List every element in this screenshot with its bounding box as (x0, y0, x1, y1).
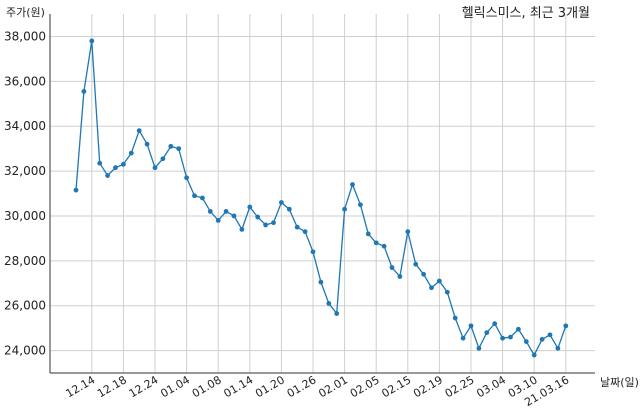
price-point (492, 321, 498, 327)
price-point (555, 345, 561, 351)
price-point (508, 334, 513, 340)
price-point (144, 141, 150, 147)
price-point (279, 200, 284, 205)
price-point (452, 315, 458, 321)
price-point (476, 345, 482, 351)
y-tick-label: 32,000 (4, 164, 46, 178)
price-point (176, 146, 182, 152)
x-tick-label: 02.15 (380, 373, 414, 400)
price-point (184, 175, 190, 181)
price-point (239, 227, 245, 232)
x-tick-label: 01.08 (190, 373, 224, 400)
price-point (105, 173, 110, 178)
price-point (405, 229, 411, 235)
price-point (547, 332, 553, 338)
x-tick-label: 12.24 (127, 373, 161, 400)
y-tick-label: 30,000 (4, 209, 46, 223)
price-point (113, 165, 118, 171)
price-point (286, 206, 292, 212)
y-tick-label: 38,000 (4, 29, 46, 43)
price-point (247, 204, 253, 210)
x-tick-label: 02.01 (316, 373, 350, 400)
price-point (381, 243, 387, 249)
price-point (365, 231, 371, 237)
price-point (255, 214, 261, 220)
price-point (271, 220, 276, 226)
price-point (468, 323, 474, 329)
x-tick-label: 12.14 (64, 373, 98, 400)
price-point (97, 160, 103, 166)
x-tick-label: 02.25 (443, 373, 477, 400)
price-point (128, 150, 134, 156)
price-points (73, 38, 569, 358)
price-point (318, 279, 324, 285)
price-point (223, 209, 229, 214)
price-point (81, 89, 87, 94)
y-tick-label: 24,000 (4, 344, 46, 358)
x-tick-label: 01.04 (158, 373, 192, 400)
price-point (200, 195, 205, 201)
price-series-line (75, 40, 567, 357)
price-point (413, 261, 419, 267)
price-point (539, 336, 545, 342)
chart-title: 헬릭스미스, 최근 3개월 (462, 6, 590, 21)
x-tick-label: 01.20 (253, 373, 287, 400)
price-point (215, 218, 221, 223)
price-point (326, 301, 332, 306)
price-point (397, 274, 403, 279)
y-tick-label: 36,000 (4, 74, 46, 88)
price-point (389, 265, 395, 270)
price-point (531, 352, 537, 358)
price-point (421, 271, 426, 277)
price-point (516, 326, 521, 332)
x-tick-labels: 12.1412.1812.2401.0401.0801.1401.2001.26… (64, 373, 572, 409)
price-point (192, 193, 197, 199)
price-point (207, 209, 213, 214)
y-tick-labels: 24,000 26,000 28,000 30,000 32,000 34,000 36,0… (4, 29, 46, 357)
price-point (263, 222, 268, 228)
price-point (168, 143, 174, 149)
x-tick-label: 02.19 (411, 373, 445, 400)
price-point (89, 38, 95, 44)
x-tick-label: 02.05 (348, 373, 382, 400)
x-tick-label: 03.04 (474, 373, 508, 400)
price-point (152, 165, 158, 171)
x-tick-label: 12.18 (95, 373, 129, 400)
price-point (73, 187, 79, 193)
price-point (294, 224, 300, 230)
price-point (437, 278, 442, 284)
price-point (334, 311, 340, 316)
price-point (302, 229, 308, 235)
x-tick-label: 01.14 (222, 373, 256, 400)
price-point (342, 206, 347, 212)
y-tick-label: 28,000 (4, 254, 46, 268)
price-point (563, 323, 569, 329)
price-point (523, 339, 529, 344)
price-point (484, 330, 490, 336)
price-point (429, 285, 434, 291)
price-point (460, 335, 466, 341)
x-axis-label: 날짜(일) (600, 375, 639, 389)
price-point (373, 240, 379, 246)
price-point (444, 289, 450, 295)
price-point (310, 249, 316, 255)
price-point (358, 202, 363, 208)
price-point (350, 182, 355, 187)
y-tick-label: 26,000 (4, 299, 46, 313)
price-point (500, 335, 505, 341)
grid-layer (50, 14, 595, 373)
x-tick-label: 01.26 (285, 373, 319, 400)
price-point (160, 156, 166, 162)
y-tick-label: 34,000 (4, 119, 46, 133)
price-point (121, 161, 126, 167)
y-axis-label: 주가(원) (6, 6, 45, 19)
price-point (136, 128, 142, 134)
price-point (231, 213, 237, 219)
